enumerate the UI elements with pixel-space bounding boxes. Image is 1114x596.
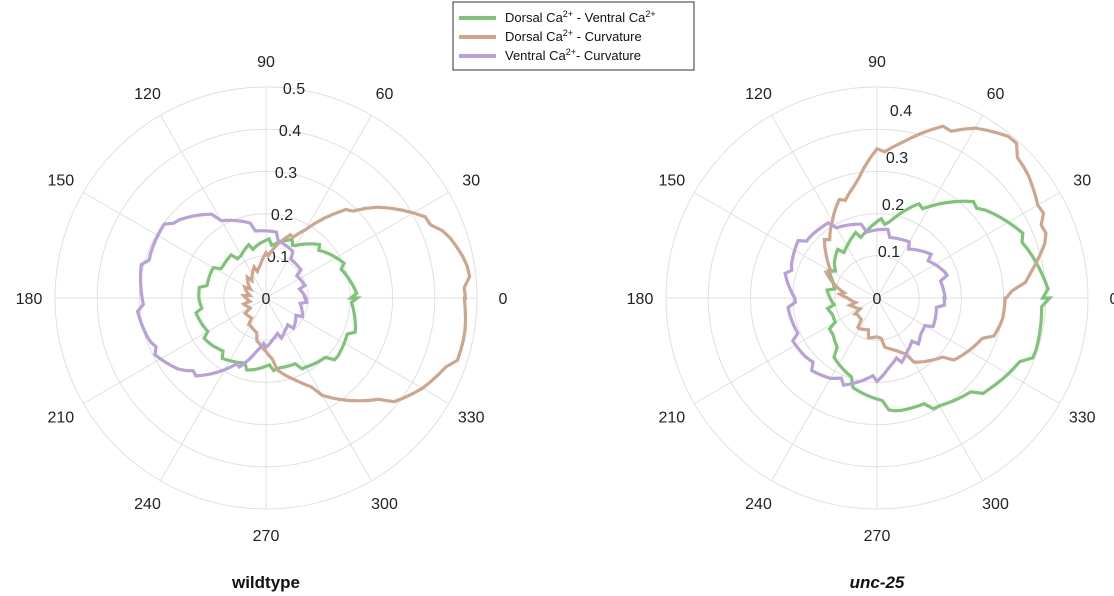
radial-tick-label: 0.5 [283, 81, 305, 98]
radial-tick-label: 0.1 [267, 249, 289, 266]
angle-tick-label: 150 [658, 173, 685, 190]
angle-tick-label: 60 [987, 86, 1005, 103]
series-line-dorsal-ventral [825, 199, 1054, 413]
angle-tick-label: 330 [458, 410, 485, 427]
series-line-dorsal-ventral [194, 236, 363, 373]
angle-tick-label: 270 [253, 528, 280, 545]
angle-tick-label: 300 [982, 496, 1009, 513]
angle-tick-label: 30 [1073, 173, 1091, 190]
angle-tick-label: 210 [658, 410, 685, 427]
legend-entry-ventral-curvature: Ventral Ca2+- Curvature [459, 47, 641, 63]
legend-label: Dorsal Ca2+ - Curvature [505, 28, 642, 44]
series-line-dorsal-curvature [240, 205, 472, 404]
angle-tick-label: 240 [745, 496, 772, 513]
radial-tick-label: 0.3 [886, 150, 908, 167]
series-lines [783, 124, 1054, 413]
angle-tick-label: 330 [1069, 410, 1096, 427]
angle-tick-label: 210 [47, 410, 74, 427]
angle-tick-label: 120 [745, 86, 772, 103]
angle-tick-label: 0 [1110, 291, 1114, 308]
grid-spoke [694, 192, 878, 299]
radial-tick-label: 0.1 [878, 244, 900, 261]
series-lines [135, 205, 472, 404]
legend-label: Dorsal Ca2+ - Ventral Ca2+ [505, 9, 656, 25]
panel-title-unc-25: unc-25 [850, 573, 905, 592]
angle-tick-label: 240 [134, 496, 161, 513]
radial-tick-label: 0.4 [279, 123, 301, 140]
radial-tick-label: 0 [262, 291, 271, 308]
polar-grid [54, 86, 478, 510]
angle-tick-label: 0 [499, 291, 508, 308]
angle-tick-labels: 0 30 60 90 120 150 180 210 240 270 300 330 [627, 54, 1114, 545]
angle-tick-label: 150 [47, 173, 74, 190]
legend-entry-dorsal-ventral: Dorsal Ca2+ - Ventral Ca2+ [459, 9, 656, 25]
panel-title-wildtype: wildtype [231, 573, 300, 592]
series-line-ventral-curvature [135, 212, 309, 378]
grid-spoke [83, 192, 267, 299]
angle-tick-labels: 0 30 60 90 120 150 180 210 240 270 300 330 [16, 54, 508, 545]
angle-tick-label: 180 [16, 291, 43, 308]
grid-spoke [160, 115, 267, 299]
angle-tick-label: 270 [864, 528, 891, 545]
radial-tick-label: 0.4 [890, 103, 912, 120]
radial-tick-label: 0.3 [275, 165, 297, 182]
angle-tick-label: 300 [371, 496, 398, 513]
radial-tick-label: 0.2 [271, 207, 293, 224]
legend: Dorsal Ca2+ - Ventral Ca2+ Dorsal Ca2+ -… [452, 1, 695, 71]
radial-tick-label: 0 [873, 291, 882, 308]
angle-tick-label: 120 [134, 86, 161, 103]
radial-tick-labels: 0 0.1 0.2 0.3 0.4 0.5 [262, 81, 306, 308]
grid-spoke [694, 297, 878, 404]
grid-spoke [265, 192, 449, 299]
radial-tick-label: 0.2 [882, 197, 904, 214]
grid-spoke [83, 297, 267, 404]
radial-tick-labels: 0 0.1 0.2 0.3 0.4 [873, 103, 913, 308]
angle-tick-label: 60 [376, 86, 394, 103]
angle-tick-label: 30 [462, 173, 480, 190]
grid-spoke [876, 192, 1060, 299]
legend-entry-dorsal-curvature: Dorsal Ca2+ - Curvature [459, 28, 642, 44]
legend-label: Ventral Ca2+- Curvature [505, 47, 641, 63]
grid-spoke [265, 115, 372, 299]
grid-spoke [771, 115, 878, 299]
series-line-ventral-curvature [783, 221, 950, 387]
grid-spoke [771, 297, 878, 481]
angle-tick-label: 180 [627, 291, 654, 308]
grid-spoke [160, 297, 267, 481]
grid-spoke [876, 297, 983, 481]
angle-tick-label: 90 [868, 54, 886, 71]
grid-spoke [265, 297, 372, 481]
angle-tick-label: 90 [257, 54, 275, 71]
series-line-dorsal-curvature [822, 124, 1048, 364]
